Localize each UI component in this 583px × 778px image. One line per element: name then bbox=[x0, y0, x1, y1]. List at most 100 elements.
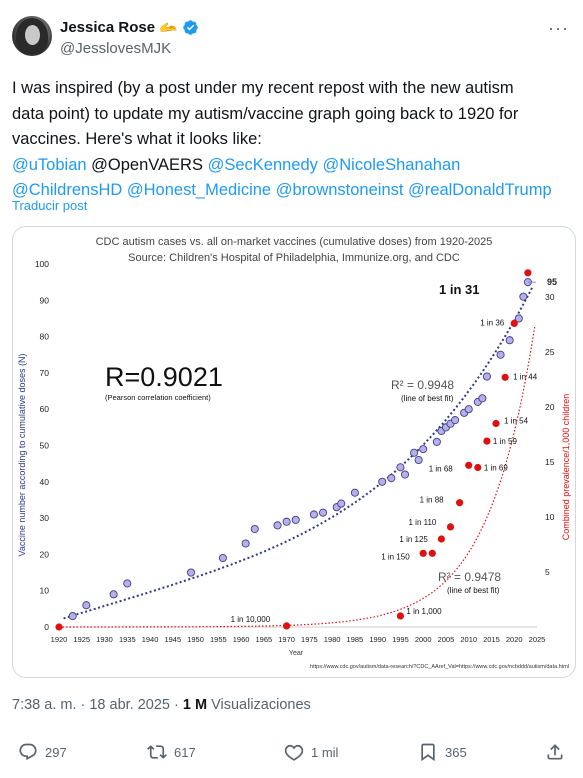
autism-data-point bbox=[510, 319, 518, 327]
more-options-icon[interactable]: ··· bbox=[548, 18, 569, 38]
x-tick-label: 2000 bbox=[415, 635, 432, 644]
x-tick-label: 1965 bbox=[256, 635, 273, 644]
translate-post-link[interactable]: Traducir post bbox=[12, 198, 88, 213]
autism-data-point bbox=[456, 499, 464, 507]
y-axis-label: Vaccine number according to cumulative d… bbox=[17, 354, 27, 557]
author-name[interactable]: Jessica Rose bbox=[60, 18, 156, 36]
x-tick-label: 1980 bbox=[324, 635, 341, 644]
autism-data-point bbox=[446, 523, 455, 531]
vaccine-data-point bbox=[410, 448, 419, 457]
autism-fit-label: R² = 0.9478 bbox=[438, 570, 501, 584]
bookmark-icon bbox=[421, 743, 435, 762]
y-tick-label: 10 bbox=[40, 586, 50, 596]
vaccine-data-point bbox=[273, 521, 282, 530]
y2-tick-label: 25 bbox=[545, 347, 555, 357]
y-tick-label: 90 bbox=[40, 295, 50, 305]
chart-subtitle: Source: Children's Hospital of Philadelp… bbox=[128, 252, 460, 264]
vaccine-fit-label: R² = 0.9948 bbox=[391, 378, 454, 392]
vaccine-data-point bbox=[451, 416, 460, 425]
post-text-line: vaccines. Here's what it looks like: bbox=[12, 130, 262, 148]
y2-axis-label: Combined prevalence/1,000 children bbox=[561, 394, 571, 541]
vaccine-data-point bbox=[68, 612, 77, 621]
y-tick-label: 30 bbox=[40, 513, 50, 523]
vaccine-data-point bbox=[519, 292, 528, 301]
autism-data-point bbox=[283, 622, 291, 630]
x-tick-label: 1995 bbox=[392, 635, 409, 644]
x-tick-label: 1970 bbox=[278, 635, 295, 644]
mention-link[interactable]: @brownstoneinst bbox=[275, 181, 404, 199]
y2-tick-label: 10 bbox=[545, 512, 555, 522]
mention-link[interactable]: @NicoleShanahan bbox=[322, 155, 461, 174]
y-tick-label: 50 bbox=[40, 441, 50, 451]
x-tick-label: 2020 bbox=[506, 635, 523, 644]
mention-link[interactable]: @uTobian bbox=[12, 155, 87, 174]
reply-count: 297 bbox=[45, 744, 67, 760]
x-tick-label: 1975 bbox=[301, 635, 318, 644]
autism-data-label: 1 in 54 bbox=[504, 417, 529, 426]
x-tick-label: 2015 bbox=[483, 635, 500, 644]
autism-data-label: 1 in 150 bbox=[381, 552, 410, 561]
repost-icon bbox=[147, 745, 167, 759]
post-image[interactable]: CDC autism cases vs. all on-market vacci… bbox=[12, 226, 576, 678]
x-tick-label: 1945 bbox=[164, 635, 181, 644]
x-tick-label: 1960 bbox=[233, 635, 250, 644]
autism-data-point bbox=[55, 623, 63, 631]
reply-button[interactable]: 297 bbox=[18, 742, 67, 762]
vaccine-fit-note: (line of best fit) bbox=[401, 394, 454, 403]
y-tick-label: 70 bbox=[40, 368, 50, 378]
mention-link[interactable]: @ChildrensHD bbox=[12, 181, 123, 199]
autism-fit-note: (line of best fit) bbox=[447, 586, 500, 595]
post-meta: 7:38 a. m. · 18 abr. 2025 · 1 M Visualiz… bbox=[12, 697, 311, 713]
x-tick-label: 1955 bbox=[210, 635, 227, 644]
mention-link[interactable]: @SecKennedy bbox=[207, 155, 318, 174]
vaccine-data-point bbox=[505, 336, 514, 345]
verified-badge-icon bbox=[183, 19, 198, 35]
autism-data-point bbox=[501, 373, 509, 381]
post-timestamp[interactable]: 7:38 a. m. · 18 abr. 2025 · bbox=[12, 697, 183, 713]
vaccine-data-point bbox=[123, 579, 132, 588]
share-icon bbox=[547, 744, 563, 760]
y2-tick-label: 30 bbox=[545, 292, 555, 302]
vaccine-data-point bbox=[396, 463, 405, 472]
autism-data-label: 1 in 36 bbox=[480, 318, 505, 327]
share-button[interactable] bbox=[545, 742, 565, 762]
vaccine-data-point bbox=[186, 568, 196, 577]
vaccine-data-point bbox=[109, 590, 118, 599]
vaccine-fit-line bbox=[63, 286, 534, 620]
mention-link[interactable]: @Honest_Medicine bbox=[126, 181, 272, 199]
mentions-line-2: @ChildrensHD @Honest_Medicine @brownston… bbox=[12, 178, 577, 204]
y-tick-label: 100 bbox=[35, 259, 49, 269]
x-tick-label: 1925 bbox=[73, 635, 90, 644]
post-text-line: data point) to update my autism/vaccine … bbox=[12, 104, 519, 123]
author-name-row[interactable]: Jessica Rose 🫴 bbox=[60, 18, 199, 36]
author-handle[interactable]: @JesslovesMJK bbox=[60, 40, 172, 57]
vaccine-data-point bbox=[282, 517, 291, 526]
autism-data-point bbox=[492, 419, 500, 428]
mention-link[interactable]: @realDonaldTrump bbox=[408, 181, 552, 199]
vaccine-data-point bbox=[378, 477, 387, 486]
autism-data-point bbox=[437, 535, 445, 543]
vaccine-data-point bbox=[414, 455, 423, 465]
vaccine-data-point bbox=[337, 499, 346, 508]
x-tick-label: 1990 bbox=[369, 635, 386, 644]
autism-data-point bbox=[465, 461, 473, 469]
bookmark-button[interactable]: 365 bbox=[418, 742, 467, 762]
autism-data-label: 1 in 88 bbox=[420, 496, 445, 505]
x-tick-label: 1920 bbox=[51, 635, 68, 644]
y-tick-label: 20 bbox=[40, 549, 50, 559]
vaccine-data-point bbox=[464, 405, 473, 414]
y-tick-label: 80 bbox=[40, 332, 50, 342]
reply-icon bbox=[19, 743, 37, 761]
annotation-95: 95 bbox=[547, 277, 557, 287]
heart-icon bbox=[284, 744, 304, 761]
mention-text[interactable]: @OpenVAERS bbox=[91, 155, 203, 174]
vaccine-data-point bbox=[309, 510, 318, 519]
autism-data-label: 1 in 68 bbox=[429, 464, 454, 473]
correlation-note: (Pearson correlation coefficient) bbox=[105, 393, 211, 402]
autism-data-label: 1 in 110 bbox=[409, 518, 437, 527]
avatar[interactable] bbox=[12, 16, 52, 56]
repost-button[interactable]: 617 bbox=[147, 742, 196, 762]
autism-data-point bbox=[419, 549, 427, 557]
like-button[interactable]: 1 mil bbox=[284, 742, 338, 762]
x-tick-label: 2010 bbox=[460, 635, 477, 644]
